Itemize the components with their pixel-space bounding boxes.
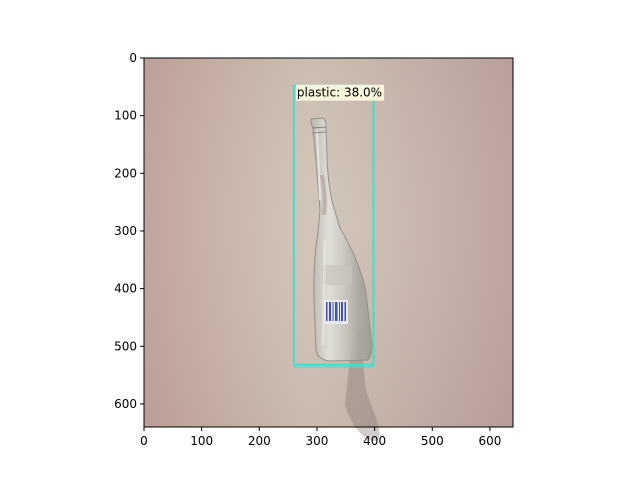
x-tick-label: 200 bbox=[248, 434, 271, 448]
y-axis: 0 100 200 300 400 500 600 bbox=[114, 51, 144, 411]
x-tick-label: 300 bbox=[306, 434, 329, 448]
y-tick-label: 0 bbox=[129, 51, 137, 65]
y-tick-label: 600 bbox=[114, 397, 137, 411]
photo: plastic: 38.0% bbox=[144, 58, 513, 441]
bottle bbox=[310, 117, 373, 362]
x-axis: 0 100 200 300 400 500 600 bbox=[140, 427, 501, 448]
y-tick-label: 300 bbox=[114, 224, 137, 238]
axes-frame bbox=[143, 57, 514, 428]
y-tick-label: 500 bbox=[114, 339, 137, 353]
y-tick-label: 400 bbox=[114, 282, 137, 296]
x-tick-label: 100 bbox=[190, 434, 213, 448]
x-tick-label: 500 bbox=[421, 434, 444, 448]
x-tick-label: 400 bbox=[363, 434, 386, 448]
x-tick-label: 600 bbox=[478, 434, 501, 448]
detection-label-background bbox=[295, 84, 385, 101]
y-tick-label: 100 bbox=[114, 109, 137, 123]
detection-label: plastic: 38.0% bbox=[297, 86, 382, 100]
x-tick-label: 0 bbox=[140, 434, 148, 448]
y-tick-label: 200 bbox=[114, 166, 137, 180]
